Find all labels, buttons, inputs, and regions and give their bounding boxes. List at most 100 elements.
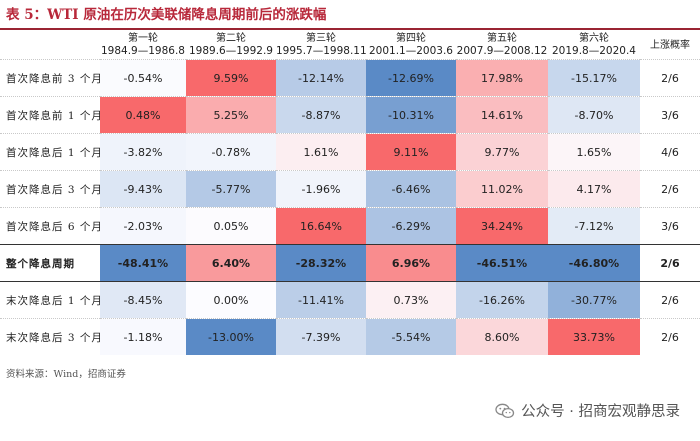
prob-cell: 3/6	[640, 96, 700, 134]
value-cell: -0.78%	[186, 133, 276, 171]
row-label: 末次降息后 3 个月	[0, 318, 100, 355]
value-cell: 14.61%	[456, 96, 548, 134]
value-cell: -5.77%	[186, 170, 276, 208]
row-label: 首次降息后 6 个月	[0, 207, 100, 245]
value-cell: -48.41%	[100, 244, 186, 282]
value-cell: -1.18%	[100, 318, 186, 355]
header-row: 第一轮 1984.9—1986.8 第二轮 1989.6—1992.9 第三轮 199…	[0, 31, 700, 60]
value-cell: 34.24%	[456, 207, 548, 245]
value-cell: 0.48%	[100, 96, 186, 134]
table-row: 首次降息前 3 个月 -0.54% 9.59% -12.14% -12.69% 17.98…	[0, 59, 700, 97]
value-cell: -5.54%	[366, 318, 456, 355]
row-label: 首次降息后 3 个月	[0, 170, 100, 208]
value-cell: -46.80%	[548, 244, 640, 282]
row-label: 末次降息后 1 个月	[0, 281, 100, 319]
prob-cell: 2/6	[640, 170, 700, 208]
value-cell: -8.45%	[100, 281, 186, 319]
value-cell: -12.69%	[366, 59, 456, 97]
prob-header: 上涨概率	[650, 39, 690, 51]
row-label: 首次降息前 1 个月	[0, 96, 100, 134]
value-cell: 1.65%	[548, 133, 640, 171]
col-header: 第三轮 1995.7—1998.11	[276, 31, 366, 60]
value-cell: 11.02%	[456, 170, 548, 208]
round-range: 1984.9—1986.8	[101, 45, 185, 57]
table-row: 末次降息后 1 个月 -8.45% 0.00% -11.41% 0.73% -16.26%…	[0, 281, 700, 319]
value-cell: 5.25%	[186, 96, 276, 134]
watermark: 公众号 · 招商宏观静思录	[495, 400, 680, 421]
value-cell: 9.77%	[456, 133, 548, 171]
value-cell: -12.14%	[276, 59, 366, 97]
value-cell: -16.26%	[456, 281, 548, 319]
value-cell: 33.73%	[548, 318, 640, 355]
table-row: 首次降息后 1 个月 -3.82% -0.78% 1.61% 9.11% 9.77% 1.6…	[0, 133, 700, 171]
col-header: 第四轮 2001.1—2003.6	[366, 31, 456, 60]
col-header: 第一轮 1984.9—1986.8	[100, 31, 186, 60]
prob-cell: 2/6	[640, 244, 700, 282]
total-row: 整个降息周期 -48.41% 6.40% -28.32% 6.96% -46.51% -46…	[0, 244, 700, 282]
col-header: 第六轮 2019.8—2020.4	[548, 31, 640, 60]
table-row: 首次降息后 3 个月 -9.43% -5.77% -1.96% -6.46% 11.02%…	[0, 170, 700, 208]
value-cell: -3.82%	[100, 133, 186, 171]
table-row: 首次降息前 1 个月 0.48% 5.25% -8.87% -10.31% 14.61% -…	[0, 96, 700, 134]
prob-cell: 3/6	[640, 207, 700, 245]
value-cell: 9.59%	[186, 59, 276, 97]
value-cell: -1.96%	[276, 170, 366, 208]
value-cell: -8.87%	[276, 96, 366, 134]
col-header: 第五轮 2007.9—2008.12	[456, 31, 548, 60]
value-cell: -2.03%	[100, 207, 186, 245]
round-name: 第六轮	[579, 33, 609, 44]
value-cell: -7.12%	[548, 207, 640, 245]
prob-cell: 2/6	[640, 281, 700, 319]
value-cell: -30.77%	[548, 281, 640, 319]
round-range: 2001.1—2003.6	[369, 45, 453, 57]
wechat-icon	[495, 403, 515, 418]
value-cell: -8.70%	[548, 96, 640, 134]
corner-cell	[0, 31, 100, 60]
data-table: 第一轮 1984.9—1986.8 第二轮 1989.6—1992.9 第三轮 199…	[0, 31, 700, 355]
value-cell: -46.51%	[456, 244, 548, 282]
col-header: 第二轮 1989.6—1992.9	[186, 31, 276, 60]
value-cell: 0.05%	[186, 207, 276, 245]
table-row: 末次降息后 3 个月 -1.18% -13.00% -7.39% -5.54% 8.60%…	[0, 318, 700, 355]
round-range: 2007.9—2008.12	[456, 45, 548, 57]
value-cell: 6.96%	[366, 244, 456, 282]
table-row: 首次降息后 6 个月 -2.03% 0.05% 16.64% -6.29% 34.24% -…	[0, 207, 700, 245]
value-cell: 8.60%	[456, 318, 548, 355]
watermark-text: 公众号 · 招商宏观静思录	[521, 404, 680, 420]
round-name: 第一轮	[128, 33, 158, 44]
round-range: 1989.6—1992.9	[189, 45, 273, 57]
round-name: 第三轮	[306, 33, 336, 44]
row-label: 整个降息周期	[0, 244, 100, 282]
prob-cell: 2/6	[640, 59, 700, 97]
row-label: 首次降息后 1 个月	[0, 133, 100, 171]
round-range: 2019.8—2020.4	[552, 45, 636, 57]
value-cell: 4.17%	[548, 170, 640, 208]
value-cell: -7.39%	[276, 318, 366, 355]
round-name: 第五轮	[487, 33, 517, 44]
title-rule	[0, 28, 700, 30]
round-name: 第四轮	[396, 33, 426, 44]
round-name: 第二轮	[216, 33, 246, 44]
value-cell: -6.46%	[366, 170, 456, 208]
value-cell: 1.61%	[276, 133, 366, 171]
value-cell: -6.29%	[366, 207, 456, 245]
prob-cell: 4/6	[640, 133, 700, 171]
prob-cell: 2/6	[640, 318, 700, 355]
value-cell: -15.17%	[548, 59, 640, 97]
value-cell: 0.00%	[186, 281, 276, 319]
value-cell: 6.40%	[186, 244, 276, 282]
value-cell: 9.11%	[366, 133, 456, 171]
value-cell: -0.54%	[100, 59, 186, 97]
round-range: 1995.7—1998.11	[276, 45, 366, 57]
table-title: 表 5：WTI 原油在历次美联储降息周期前后的涨跌幅	[6, 7, 327, 23]
value-cell: -11.41%	[276, 281, 366, 319]
value-cell: -9.43%	[100, 170, 186, 208]
value-cell: -10.31%	[366, 96, 456, 134]
source-footnote: 资料来源：Wind，招商证券	[6, 369, 126, 380]
row-label: 首次降息前 3 个月	[0, 59, 100, 97]
value-cell: -28.32%	[276, 244, 366, 282]
value-cell: 17.98%	[456, 59, 548, 97]
value-cell: 0.73%	[366, 281, 456, 319]
value-cell: -13.00%	[186, 318, 276, 355]
value-cell: 16.64%	[276, 207, 366, 245]
